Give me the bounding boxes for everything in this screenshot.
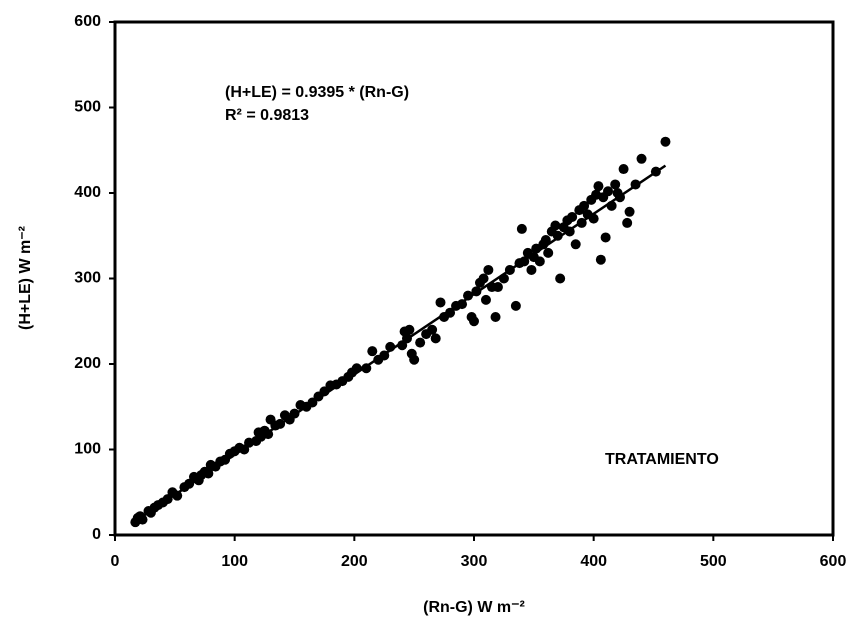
y-axis-label: (H+LE) W m⁻² xyxy=(17,226,34,330)
y-tick-label: 0 xyxy=(92,526,101,543)
data-point xyxy=(595,254,606,265)
data-point xyxy=(593,181,604,192)
data-point xyxy=(543,247,554,258)
data-point xyxy=(445,307,456,318)
data-point xyxy=(550,220,561,231)
data-point xyxy=(480,294,491,305)
data-point xyxy=(526,264,537,275)
data-point xyxy=(570,239,581,250)
data-point xyxy=(567,211,578,222)
x-tick-label: 600 xyxy=(820,553,847,570)
data-point xyxy=(469,316,479,327)
data-point xyxy=(660,136,671,147)
r-squared: R² = 0.9813 xyxy=(225,107,309,124)
y-tick-label: 200 xyxy=(74,355,101,372)
data-point xyxy=(555,273,566,284)
data-point xyxy=(172,490,183,501)
data-point xyxy=(415,337,426,348)
data-point xyxy=(622,217,633,228)
data-point xyxy=(600,232,611,243)
x-tick-label: 300 xyxy=(461,553,488,570)
data-point xyxy=(534,256,545,267)
data-point xyxy=(430,333,441,344)
data-point xyxy=(483,264,494,275)
data-point xyxy=(603,186,614,197)
treatment-label: TRATAMIENTO xyxy=(605,451,719,468)
equation: (H+LE) = 0.9395 * (Rn-G) xyxy=(225,84,409,101)
data-point xyxy=(579,200,590,211)
data-point xyxy=(610,179,621,190)
y-tick-label: 600 xyxy=(74,13,101,30)
x-tick-label: 0 xyxy=(111,553,120,570)
data-point xyxy=(636,153,647,164)
x-tick-label: 400 xyxy=(580,553,607,570)
data-point xyxy=(510,300,521,311)
data-point xyxy=(435,297,446,308)
data-point xyxy=(404,324,415,335)
x-tick-label: 500 xyxy=(700,553,727,570)
data-point xyxy=(367,346,378,357)
y-tick-label: 500 xyxy=(74,99,101,116)
data-point xyxy=(516,223,527,234)
data-point xyxy=(618,164,629,175)
x-tick-label: 100 xyxy=(221,553,248,570)
trend-line xyxy=(134,164,667,523)
y-tick-label: 300 xyxy=(74,270,101,287)
y-tick-label: 100 xyxy=(74,441,101,458)
data-point xyxy=(490,311,501,322)
data-point xyxy=(540,235,551,246)
data-point xyxy=(409,354,420,365)
data-point xyxy=(478,273,489,284)
data-point xyxy=(427,324,438,335)
x-axis-label: (Rn-G) W m⁻² xyxy=(423,599,525,616)
x-tick-label: 200 xyxy=(341,553,368,570)
data-point xyxy=(624,206,635,217)
data-point xyxy=(463,290,474,301)
data-point xyxy=(492,282,503,293)
y-tick-label: 400 xyxy=(74,184,101,201)
